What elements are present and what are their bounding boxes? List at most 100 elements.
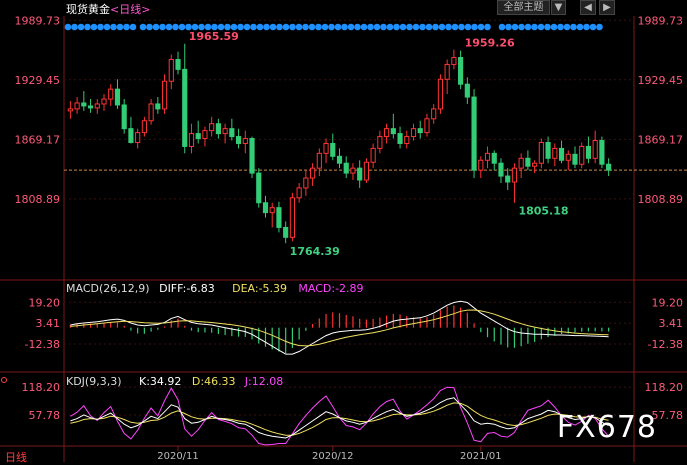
candle-body xyxy=(451,57,457,65)
candle-body xyxy=(585,145,592,159)
chart-title: 现货黄金<日线> xyxy=(66,1,150,17)
event-marker-1 xyxy=(321,23,329,31)
candle-body xyxy=(404,136,410,144)
nav-right-icon[interactable]: ▶ xyxy=(599,0,615,15)
candle-body xyxy=(478,159,484,171)
candle-body xyxy=(565,153,571,161)
macd-legend-item: MACD:-2.89 xyxy=(298,282,363,295)
event-marker-1 xyxy=(302,23,309,31)
price-annotation: 1965.59 xyxy=(189,30,239,43)
event-marker-1 xyxy=(412,23,420,31)
event-marker-1 xyxy=(308,23,316,31)
price-annotation: 1764.39 xyxy=(290,245,340,258)
event-marker-1 xyxy=(477,23,485,31)
candle-body xyxy=(222,128,228,135)
event-marker-2 xyxy=(576,23,584,31)
candle-body xyxy=(303,177,309,189)
candle-body xyxy=(215,123,221,135)
candle-body xyxy=(357,167,363,181)
event-marker-2 xyxy=(524,23,532,31)
candle-body xyxy=(431,108,437,120)
event-marker-1 xyxy=(178,23,186,31)
candle-body xyxy=(464,83,470,98)
event-marker-1 xyxy=(224,23,231,31)
candle-body xyxy=(390,128,396,135)
event-marker-1 xyxy=(185,23,192,31)
macd-tick-label-left: -12.38 xyxy=(25,338,60,351)
kdj-legend-item: K:34.92 xyxy=(139,375,181,388)
candle-body xyxy=(87,105,94,109)
date-tick-label: 2020/12 xyxy=(312,451,354,462)
candle-body xyxy=(188,133,195,147)
event-marker-1 xyxy=(256,23,264,31)
candle-body xyxy=(471,96,477,171)
candle-body xyxy=(518,157,524,169)
event-marker-1 xyxy=(464,23,472,31)
kdj-tick-label-left: 118.20 xyxy=(22,381,61,394)
macd-legend-item: DEA:-5.39 xyxy=(232,282,287,295)
kdj-tick-label-right: 118.20 xyxy=(645,381,684,394)
candle-body xyxy=(209,123,215,132)
event-marker-1 xyxy=(243,23,251,31)
candle-body xyxy=(141,120,147,134)
event-marker-1 xyxy=(341,23,348,31)
event-marker-2 xyxy=(511,23,519,31)
event-marker-2 xyxy=(518,23,525,31)
event-marker-1 xyxy=(276,23,283,31)
event-marker-1 xyxy=(269,23,277,31)
event-marker-1 xyxy=(263,23,270,31)
theme-select-button[interactable]: 全部主题 xyxy=(497,0,550,15)
candle-body xyxy=(410,128,417,138)
event-marker-0 xyxy=(64,23,72,31)
candle-body xyxy=(323,142,329,154)
event-marker-1 xyxy=(250,23,257,31)
event-marker-1 xyxy=(146,23,153,31)
nav-left-icon[interactable]: ◀ xyxy=(580,0,596,15)
candle-body xyxy=(262,202,269,214)
candle-body xyxy=(511,167,518,183)
kdj-tick-label-left: 57.78 xyxy=(29,409,61,422)
candle-body xyxy=(606,163,612,171)
kdj-legend-item: KDJ(9,3,3) xyxy=(66,375,122,388)
event-marker-0 xyxy=(110,23,117,31)
candle-body xyxy=(114,88,121,106)
event-marker-0 xyxy=(103,23,111,31)
event-marker-2 xyxy=(498,23,506,31)
event-marker-1 xyxy=(217,23,225,31)
instrument-name: 现货黄金 xyxy=(66,3,110,16)
candle-body xyxy=(599,140,605,165)
candle-body xyxy=(67,108,73,112)
price-tick-label-right: 1808.89 xyxy=(638,193,684,206)
event-marker-1 xyxy=(347,23,355,31)
theme-dropdown-icon[interactable]: ▼ xyxy=(551,0,566,15)
bottom-period-tab[interactable]: 日线 xyxy=(5,451,27,464)
candle-body xyxy=(532,162,538,167)
candle-body xyxy=(552,147,558,159)
candle-body xyxy=(202,130,208,140)
price-annotation: 1959.26 xyxy=(465,36,515,49)
candle-body xyxy=(94,103,100,109)
event-marker-1 xyxy=(425,23,433,31)
candle-body xyxy=(545,141,551,159)
price-tick-label-right: 1869.17 xyxy=(638,133,684,146)
price-tick-label-right: 1929.45 xyxy=(638,74,684,87)
candle-body xyxy=(195,133,201,140)
event-marker-1 xyxy=(172,23,179,31)
theme-select-label: 全部主题 xyxy=(503,2,544,13)
candle-body xyxy=(437,78,444,110)
event-marker-1 xyxy=(328,23,335,31)
event-marker-0 xyxy=(123,23,130,31)
macd-tick-label-left: 3.41 xyxy=(36,317,61,330)
candle-body xyxy=(498,162,504,177)
candle-body xyxy=(74,102,80,110)
period-label[interactable]: <日线> xyxy=(110,3,151,16)
event-marker-1 xyxy=(432,23,439,31)
price-tick-label-left: 1869.17 xyxy=(15,133,61,146)
macd-dea-line xyxy=(70,309,609,347)
candle-body xyxy=(525,157,531,167)
event-marker-2 xyxy=(583,23,590,31)
kdj-legend-item: D:46.33 xyxy=(192,375,236,388)
macd-tick-label-left: 19.20 xyxy=(29,296,61,309)
candle-body xyxy=(579,145,585,165)
